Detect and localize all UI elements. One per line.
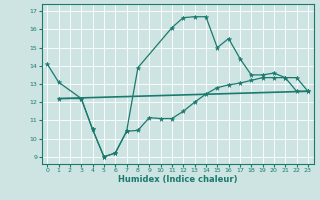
X-axis label: Humidex (Indice chaleur): Humidex (Indice chaleur) (118, 175, 237, 184)
